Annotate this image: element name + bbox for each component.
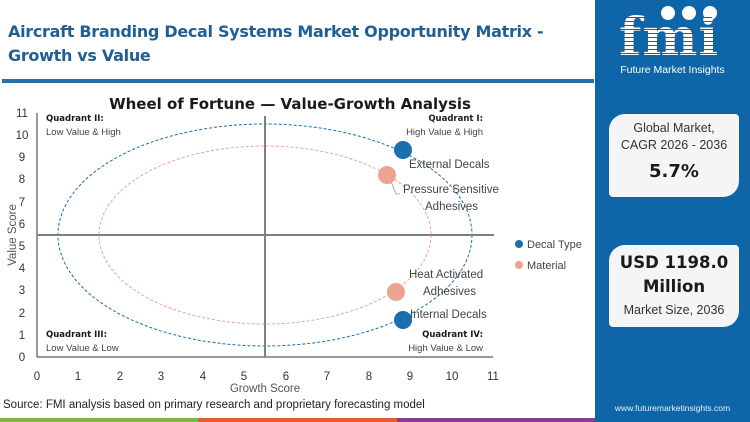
- label-external-decals: External Decals: [409, 159, 490, 171]
- website-link[interactable]: www.futuremarketinsights.com: [614, 403, 731, 413]
- header-divider: [2, 79, 594, 83]
- svg-text:2: 2: [117, 371, 123, 383]
- svg-text:1: 1: [19, 330, 25, 342]
- label-internal-decals: Internal Decals: [410, 309, 487, 321]
- svg-text:Quadrant I:: Quadrant I:: [428, 114, 483, 124]
- quadrant-4-label: Quadrant IV: High Value & Low: [408, 330, 483, 354]
- cagr-label-line1: Global Market,: [633, 121, 715, 135]
- stripe-orange: [198, 418, 397, 422]
- stripe-green: [0, 418, 199, 422]
- cagr-label: Global Market, CAGR 2026 - 2036: [609, 114, 739, 154]
- legend-item-material[interactable]: Material: [515, 260, 566, 272]
- source-note: Source: FMI analysis based on primary re…: [3, 399, 425, 411]
- cagr-card: Global Market, CAGR 2026 - 2036 5.7%: [609, 114, 739, 197]
- label-heat-line2: Adhesives: [423, 286, 476, 298]
- svg-text:3: 3: [19, 285, 25, 297]
- svg-text:5: 5: [19, 241, 25, 253]
- globe-asia-icon: [703, 6, 717, 20]
- logo-subtitle: Future Market Insights: [620, 64, 725, 76]
- svg-text:Quadrant IV:: Quadrant IV:: [422, 330, 483, 340]
- svg-text:Low Value & Low: Low Value & Low: [46, 343, 119, 354]
- svg-text:0: 0: [19, 352, 25, 364]
- x-axis-label: Growth Score: [230, 383, 300, 395]
- y-axis-label: Value Score: [7, 204, 19, 266]
- svg-text:4: 4: [200, 371, 207, 383]
- svg-text:8: 8: [19, 174, 25, 186]
- globe-americas-icon: [661, 6, 675, 20]
- svg-text:9: 9: [407, 371, 413, 383]
- svg-text:9: 9: [19, 152, 25, 164]
- label-heat-line1: Heat Activated: [409, 269, 483, 281]
- point-internal-decals[interactable]: [394, 311, 412, 329]
- market-size-value-line1: USD 1198.0: [619, 253, 729, 272]
- svg-text:2: 2: [19, 308, 25, 320]
- quadrant-1-label: Quadrant I: High Value & High: [406, 114, 483, 138]
- svg-text:Quadrant III:: Quadrant III:: [46, 330, 107, 340]
- svg-text:0: 0: [34, 371, 40, 383]
- globe-europe-icon: [682, 6, 696, 20]
- svg-text:11: 11: [487, 371, 499, 383]
- stripe-purple: [396, 418, 595, 422]
- footer-color-stripe: [0, 418, 595, 422]
- market-size-value-line2: Million: [642, 277, 706, 296]
- svg-text:High Value & High: High Value & High: [406, 127, 483, 138]
- fmi-logo: fmi Future Market Insights: [595, 0, 750, 90]
- logo-globe-icons: [661, 6, 717, 20]
- legend-item-decal-type[interactable]: Decal Type: [515, 239, 582, 251]
- svg-text:4: 4: [19, 263, 26, 275]
- svg-text:Low Value & High: Low Value & High: [46, 127, 121, 138]
- x-tick-labels: 0 1 2 3 4 5 6 7 8 9 10 11: [34, 371, 499, 383]
- svg-text:11: 11: [16, 108, 28, 120]
- svg-text:6: 6: [283, 371, 289, 383]
- market-size-label: Market Size, 2036: [623, 303, 725, 317]
- cagr-value: 5.7%: [649, 161, 699, 182]
- chart-title: Wheel of Fortune — Value-Growth Analysis: [109, 95, 471, 113]
- point-heat-activated-adhesives[interactable]: [387, 283, 405, 301]
- legend-dot-decal-type-icon: [515, 240, 523, 248]
- label-pressure-line1: Pressure Sensitive: [403, 184, 499, 196]
- quadrant-3-label: Quadrant III: Low Value & Low: [46, 330, 119, 354]
- market-size-value: USD 1198.0 Million: [609, 245, 739, 299]
- svg-text:10: 10: [446, 371, 459, 383]
- svg-text:Material: Material: [527, 260, 566, 272]
- svg-text:Decal Type: Decal Type: [527, 239, 582, 251]
- label-pressure-line2: Adhesives: [425, 201, 478, 213]
- svg-text:7: 7: [19, 197, 25, 209]
- quadrant-2-label: Quadrant II: Low Value & High: [46, 114, 121, 138]
- y-tick-labels: 0 1 2 3 4 5 6 7 8 9 10 11: [16, 108, 29, 364]
- svg-text:5: 5: [241, 371, 247, 383]
- legend: Decal Type Material: [515, 239, 582, 272]
- market-size-card: USD 1198.0 Million Market Size, 2036: [609, 245, 739, 327]
- svg-text:7: 7: [324, 371, 330, 383]
- side-panel: fmi Future Market Insights: [595, 0, 750, 422]
- svg-text:6: 6: [19, 219, 25, 231]
- svg-text:1: 1: [75, 371, 81, 383]
- svg-text:High Value & Low: High Value & Low: [408, 343, 483, 354]
- point-external-decals[interactable]: [394, 141, 412, 159]
- opportunity-matrix-chart: Wheel of Fortune — Value-Growth Analysis…: [7, 95, 582, 395]
- svg-text:10: 10: [16, 130, 29, 142]
- point-pressure-sensitive-adhesives[interactable]: [378, 166, 396, 184]
- logo-wordmark: fmi: [619, 7, 720, 68]
- svg-text:8: 8: [366, 371, 372, 383]
- svg-text:3: 3: [158, 371, 164, 383]
- svg-text:Quadrant II:: Quadrant II:: [46, 114, 104, 124]
- legend-dot-material-icon: [515, 261, 523, 269]
- page-title: Aircraft Branding Decal Systems Market O…: [8, 22, 544, 65]
- cagr-label-line2: CAGR 2026 - 2036: [620, 138, 728, 152]
